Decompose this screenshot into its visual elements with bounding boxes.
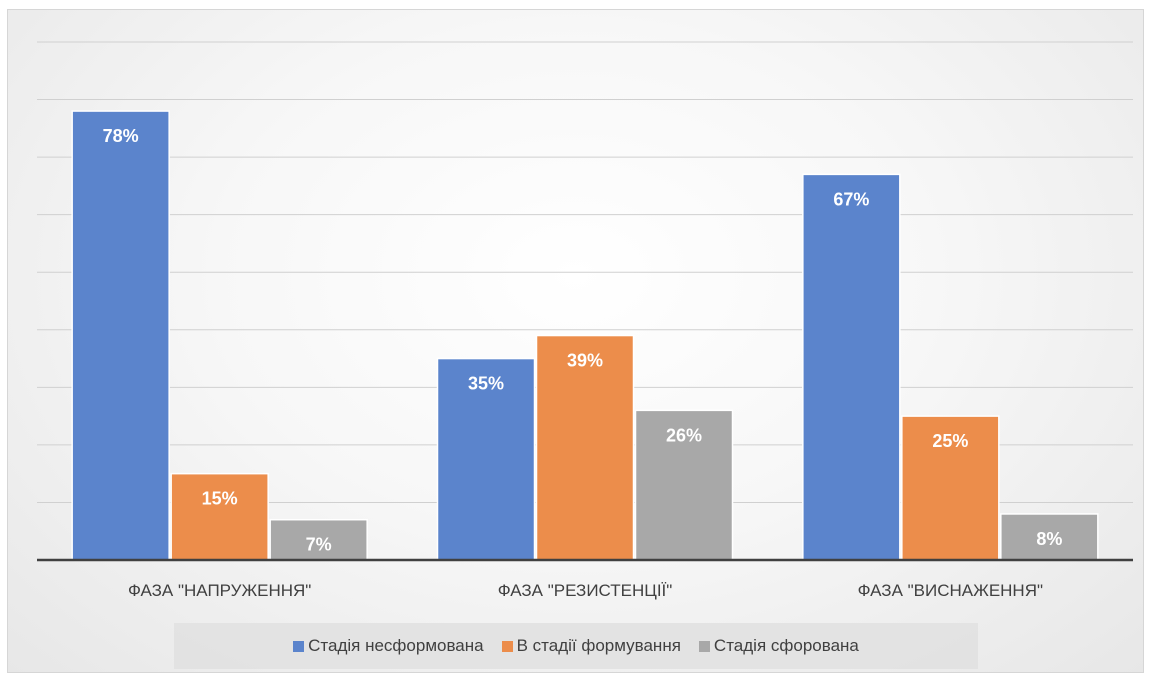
bar bbox=[901, 415, 1000, 561]
data-label: 67% bbox=[833, 189, 869, 209]
bar bbox=[535, 334, 635, 561]
data-label: 8% bbox=[1036, 529, 1062, 549]
legend-swatch bbox=[698, 640, 710, 652]
legend-label: Стадія сфорована bbox=[713, 636, 859, 655]
data-label: 39% bbox=[567, 351, 603, 371]
bars bbox=[71, 110, 1099, 561]
chart-legend: Стадія несформована В стадії формування Ст… bbox=[174, 623, 978, 669]
legend-label: В стадії формування bbox=[516, 636, 681, 655]
data-label: 35% bbox=[468, 374, 504, 394]
data-label: 26% bbox=[666, 425, 702, 445]
category-label: ФАЗА "ВИСНАЖЕННЯ" bbox=[858, 581, 1043, 600]
bar bbox=[802, 173, 901, 561]
category-label: ФАЗА "НАПРУЖЕННЯ" bbox=[128, 581, 311, 600]
data-label: 78% bbox=[103, 126, 139, 146]
legend-item: Стадія сфорована bbox=[698, 636, 859, 656]
category-label: ФАЗА "РЕЗИСТЕНЦІЇ" bbox=[498, 581, 673, 600]
data-label: 7% bbox=[306, 535, 332, 555]
data-labels: 78% 15% 7% ФАЗА "НАПРУЖЕННЯ" 35% 39% 26% ФАЗА "… bbox=[103, 126, 1063, 600]
data-label: 25% bbox=[932, 431, 968, 451]
bar bbox=[71, 110, 170, 561]
legend-swatch bbox=[293, 640, 305, 652]
data-label: 15% bbox=[202, 489, 238, 509]
bar bbox=[170, 472, 269, 561]
legend-item: В стадії формування bbox=[501, 636, 681, 656]
legend-item: Стадія несформована bbox=[293, 636, 484, 656]
bar bbox=[634, 409, 734, 561]
legend-label: Стадія несформована bbox=[308, 636, 484, 655]
legend-swatch bbox=[501, 640, 513, 652]
